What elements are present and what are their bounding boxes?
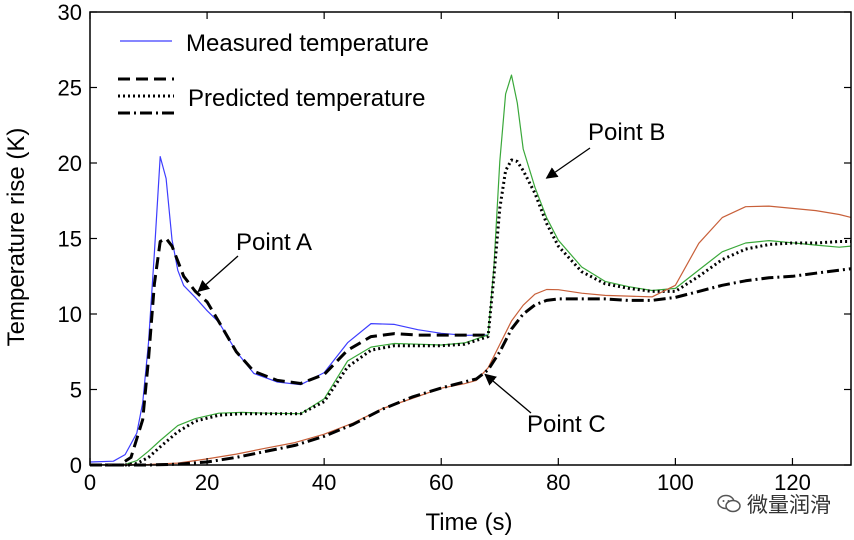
annotation-label: Point A <box>236 229 312 256</box>
x-tick-label: 100 <box>657 470 694 495</box>
wechat-icon <box>717 494 741 513</box>
y-tick-label: 10 <box>58 302 82 327</box>
annotation-arrow <box>484 373 532 414</box>
annotation-arrow <box>197 255 239 293</box>
x-tick-label: 40 <box>312 470 336 495</box>
x-tick-label: 60 <box>429 470 453 495</box>
legend-label-predicted: Predicted temperature <box>188 85 425 112</box>
series-point-b-measured <box>89 74 852 466</box>
series-point-b-predicted <box>90 158 851 467</box>
y-tick-label: 15 <box>58 227 82 252</box>
x-axis-label: Time (s) <box>425 509 512 536</box>
y-tick-label: 0 <box>70 453 82 478</box>
y-tick-label: 20 <box>58 151 82 176</box>
x-tick-label: 120 <box>774 470 811 495</box>
y-tick-label: 5 <box>70 378 82 403</box>
series-point-c-predicted <box>90 267 852 467</box>
annotation-label: Point C <box>527 411 606 438</box>
x-tick-label: 20 <box>195 470 219 495</box>
watermark: 微量润滑 <box>717 489 831 519</box>
y-tick-label: 30 <box>58 0 82 25</box>
series-point-c-measured <box>89 205 852 466</box>
x-tick-label: 0 <box>84 470 96 495</box>
plot-frame <box>89 11 852 466</box>
legend-label-measured: Measured temperature <box>186 30 429 57</box>
series-point-a-predicted <box>90 237 489 467</box>
annotation-label: Point B <box>588 119 665 146</box>
series-point-a-measured <box>89 156 489 463</box>
annotation-arrow <box>545 147 591 179</box>
y-axis-label: Temperature rise (K) <box>3 128 30 347</box>
y-tick-label: 25 <box>58 76 82 101</box>
x-tick-label: 80 <box>546 470 570 495</box>
watermark-text: 微量润滑 <box>747 493 831 517</box>
